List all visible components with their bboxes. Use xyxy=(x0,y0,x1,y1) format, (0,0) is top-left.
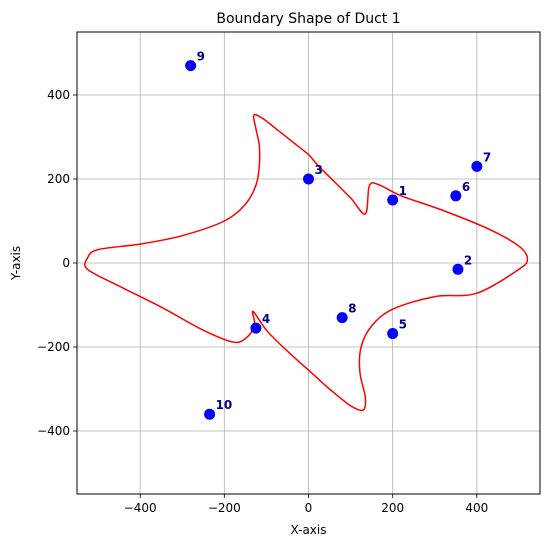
y-tick-label: −200 xyxy=(37,340,70,354)
data-point-label-9: 9 xyxy=(197,50,205,64)
y-tick-label: 200 xyxy=(47,172,70,186)
data-point-label-2: 2 xyxy=(464,253,472,267)
x-tick-label: −400 xyxy=(124,501,157,515)
y-tick-label: 400 xyxy=(47,88,70,102)
chart-title: Boundary Shape of Duct 1 xyxy=(216,11,400,27)
data-point-2 xyxy=(452,263,464,275)
data-point-4 xyxy=(250,322,262,334)
data-point-label-4: 4 xyxy=(262,312,270,326)
x-axis-label: X-axis xyxy=(291,523,327,537)
duct-boundary-line xyxy=(84,113,529,412)
x-tick-label: 200 xyxy=(381,501,404,515)
x-tick-label: 400 xyxy=(465,501,488,515)
ticks: −400 −200 0 200 400 −400 −200 0 200 400 xyxy=(37,88,488,515)
data-point-label-3: 3 xyxy=(315,163,323,177)
data-point-5 xyxy=(387,328,399,340)
data-point-label-5: 5 xyxy=(399,318,407,332)
x-tick-label: −200 xyxy=(208,501,241,515)
y-tick-label: 0 xyxy=(62,256,70,270)
data-point-10 xyxy=(204,408,216,420)
y-tick-label: −400 xyxy=(37,424,70,438)
x-tick-label: 0 xyxy=(305,501,313,515)
data-point-8 xyxy=(336,312,348,324)
data-point-label-6: 6 xyxy=(462,180,470,194)
data-point-6 xyxy=(450,190,462,202)
data-point-label-1: 1 xyxy=(399,184,407,198)
data-point-9 xyxy=(185,60,197,72)
data-point-3 xyxy=(303,173,314,185)
data-points: 1 2 3 4 5 6 7 8 9 10 xyxy=(185,50,491,420)
data-point-label-8: 8 xyxy=(348,302,356,316)
y-axis-label: Y-axis xyxy=(9,246,23,281)
data-point-1 xyxy=(387,194,399,206)
data-point-label-10: 10 xyxy=(216,398,233,412)
data-point-label-7: 7 xyxy=(483,150,491,164)
data-point-7 xyxy=(471,160,483,172)
